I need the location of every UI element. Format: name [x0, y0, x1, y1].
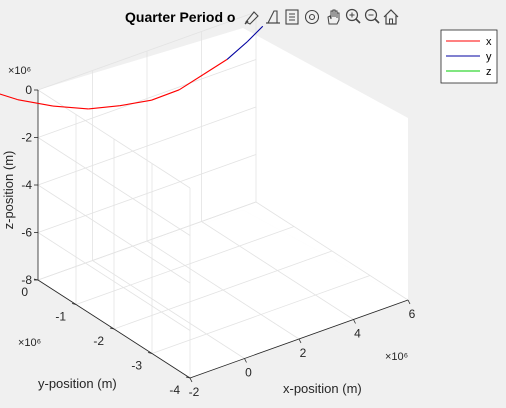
x-tick-label: 4 [354, 327, 361, 341]
grid-line [37, 137, 191, 236]
y-axis-label: y-position (m) [38, 376, 117, 391]
x-tick-mark [407, 299, 411, 305]
y-exponent: ×10⁶ [18, 337, 41, 349]
z-exponent: ×10⁶ [8, 65, 31, 77]
grid-line [151, 275, 371, 354]
y-tick-mark [109, 327, 115, 330]
z-tick-label: 0 [25, 83, 32, 97]
trajectory-segment [202, 58, 228, 76]
legend-label-y: y [486, 51, 492, 63]
grid-line [37, 201, 257, 281]
x-tick-label: 6 [409, 307, 416, 321]
x-tick-mark [244, 358, 247, 363]
grid-line [37, 89, 191, 189]
grid-line [37, 106, 257, 186]
legend: xyz [440, 29, 498, 84]
pan-icon[interactable] [327, 9, 340, 25]
data-tip-icon[interactable] [266, 10, 280, 24]
y-tick-mark [185, 376, 191, 379]
y-tick-label: -1 [55, 310, 66, 324]
x-tick-label: -2 [189, 385, 200, 399]
y-tick-mark [147, 352, 153, 354]
x-tick-mark [353, 319, 356, 324]
rotate-icon[interactable] [304, 9, 320, 25]
trajectory-segment [88, 105, 120, 110]
grid-line [37, 11, 257, 91]
axes-floor [38, 210, 408, 378]
grid-line [37, 154, 257, 233]
axes-side-wall [243, 28, 408, 300]
z-tick-label: -2 [21, 131, 32, 145]
tick-labels: -2 0 2 4 6 0 -1 -2 -3 -4 0 -2 -4 -6 -8 [21, 83, 415, 399]
home-icon[interactable] [383, 9, 399, 25]
grid-line [37, 232, 191, 331]
grid-line [37, 184, 191, 284]
z-axis-label: z-position (m) [1, 151, 16, 230]
z-tick-label: -6 [21, 226, 32, 240]
trajectory-segment [151, 89, 180, 101]
x-tick-mark [189, 377, 193, 383]
x-tick-label: 0 [245, 366, 252, 380]
grid-line [37, 59, 257, 138]
trajectory-segment [119, 99, 152, 107]
y-tick-label: 0 [21, 285, 28, 299]
grid-line [75, 226, 295, 305]
y-tick-label: -3 [131, 359, 142, 373]
trajectory-segment [226, 41, 248, 60]
zoom-out-icon[interactable] [364, 8, 380, 24]
trajectory-segment [17, 99, 54, 107]
y-tick-label: -2 [93, 334, 104, 348]
z-tick-label: -8 [21, 273, 32, 287]
legend-icon[interactable] [285, 9, 299, 25]
brush-icon[interactable] [244, 11, 259, 25]
axes-toolbar [244, 8, 399, 25]
x-tick-mark [298, 338, 302, 344]
trajectory-line [0, 25, 264, 110]
trajectory-segment [246, 25, 264, 43]
grid-line [113, 250, 333, 330]
trajectory-segment [52, 105, 89, 110]
trajectory-segment [178, 74, 204, 91]
x-tick-label: 2 [300, 346, 307, 360]
x-axis-label: x-position (m) [283, 381, 362, 396]
chart-title: Quarter Period o [125, 9, 235, 25]
trajectory-segment [0, 93, 18, 101]
axes-back-wall [38, 28, 243, 280]
legend-label-z: z [486, 66, 492, 78]
legend-label-x: x [486, 36, 492, 48]
y-tick-label: -4 [169, 383, 180, 397]
x-exponent: ×10⁶ [385, 351, 408, 363]
y-tick-mark [71, 303, 77, 305]
zoom-in-icon[interactable] [345, 8, 361, 24]
z-tick-label: -4 [21, 178, 32, 192]
